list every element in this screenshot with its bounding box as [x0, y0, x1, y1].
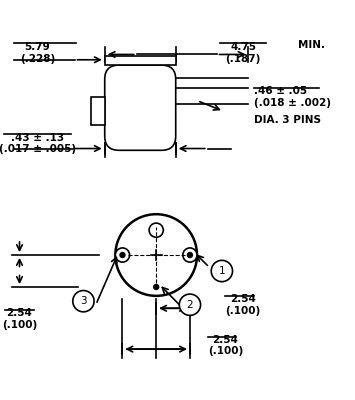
Text: MIN.: MIN.	[298, 40, 325, 50]
Circle shape	[120, 252, 125, 258]
Text: 1: 1	[219, 266, 225, 276]
Bar	[91, 97, 105, 126]
Circle shape	[183, 248, 197, 262]
Circle shape	[187, 252, 192, 258]
FancyBboxPatch shape	[105, 65, 176, 150]
Circle shape	[73, 290, 94, 312]
Text: 2: 2	[187, 300, 193, 310]
Text: DIA. 3 PINS: DIA. 3 PINS	[254, 115, 321, 125]
Text: 3: 3	[80, 296, 87, 306]
Bar	[105, 56, 176, 65]
Text: 2.54
(.100): 2.54 (.100)	[2, 308, 37, 330]
Text: 2.54
(.100): 2.54 (.100)	[225, 294, 261, 316]
Circle shape	[154, 284, 159, 290]
Circle shape	[179, 294, 201, 315]
Text: .46 ± .05
(.018 ± .002): .46 ± .05 (.018 ± .002)	[254, 86, 331, 108]
Text: 5.79
(.228): 5.79 (.228)	[20, 42, 55, 64]
Circle shape	[115, 248, 130, 262]
Text: 2.54
(.100): 2.54 (.100)	[208, 335, 243, 356]
Circle shape	[115, 214, 197, 296]
Circle shape	[149, 223, 163, 237]
Text: 4.75
(.187): 4.75 (.187)	[225, 42, 261, 64]
Circle shape	[211, 260, 233, 282]
Text: .43 ± .13
(.017 ± .005): .43 ± .13 (.017 ± .005)	[0, 132, 76, 154]
